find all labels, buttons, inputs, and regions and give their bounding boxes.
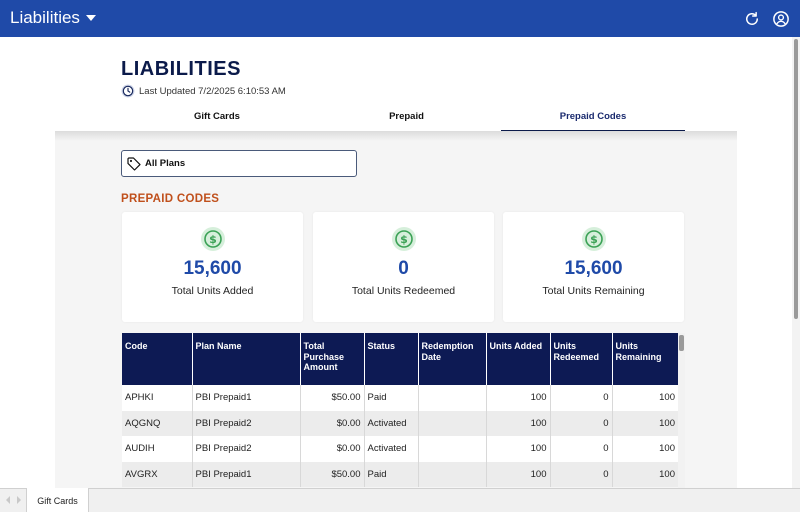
cell-plan-name: PBI Prepaid1 — [192, 385, 301, 411]
page-scrollbar-thumb[interactable] — [794, 39, 798, 319]
last-updated-text: Last Updated 7/2/2025 6:10:53 AM — [139, 85, 286, 97]
account-circle-icon[interactable] — [772, 10, 790, 28]
cell-units-redeemed: 0 — [550, 461, 613, 487]
cell-status: Activated — [364, 410, 419, 436]
cell-units-added: 100 — [486, 461, 551, 487]
dollar-circle-icon: $ — [201, 227, 225, 251]
prepaid-codes-table: Code Plan Name Total Purchase Amount Sta… — [122, 333, 678, 488]
cell-plan-name: PBI Prepaid2 — [192, 410, 301, 436]
tab-bar: Gift Cards Prepaid Prepaid Codes — [122, 106, 685, 132]
table-row[interactable]: AQGNQ PBI Prepaid2 $0.00 Activated 100 0… — [122, 410, 678, 436]
tab-gift-cards[interactable]: Gift Cards — [194, 111, 240, 122]
table-row[interactable]: AUDIH PBI Prepaid2 $0.00 Activated 100 0… — [122, 436, 678, 462]
cell-units-added: 100 — [486, 410, 551, 436]
refresh-icon[interactable] — [743, 10, 761, 28]
cell-code: AVGRX — [122, 461, 193, 487]
sheet-next-arrow-icon[interactable] — [17, 496, 21, 504]
cell-code: AQGNQ — [122, 410, 193, 436]
column-header-units-redeemed[interactable]: Units Redeemed — [550, 333, 613, 385]
cell-code: APHKI — [122, 385, 193, 411]
column-header-plan-name[interactable]: Plan Name — [192, 333, 301, 385]
cell-status: Paid — [364, 385, 419, 411]
app-title-dropdown[interactable]: Liabilities — [10, 8, 96, 28]
cell-units-redeemed: 0 — [550, 436, 613, 462]
svg-text:$: $ — [590, 233, 598, 246]
cell-plan-name: PBI Prepaid1 — [192, 461, 301, 487]
cell-plan-name: PBI Prepaid2 — [192, 436, 301, 462]
svg-text:$: $ — [209, 233, 217, 246]
dollar-circle-icon: $ — [582, 227, 606, 251]
cell-status: Paid — [364, 461, 419, 487]
plan-filter-label: All Plans — [145, 158, 186, 169]
summary-card-units-added: $ 15,600 Total Units Added — [122, 212, 303, 322]
sheet-tab-gift-cards[interactable]: Gift Cards — [26, 488, 89, 512]
tab-prepaid[interactable]: Prepaid — [389, 111, 424, 122]
plan-filter-select[interactable]: All Plans — [121, 150, 357, 177]
column-header-total-purchase-amount[interactable]: Total Purchase Amount — [300, 333, 365, 385]
svg-text:$: $ — [400, 233, 408, 246]
card-label: Total Units Redeemed — [351, 285, 456, 297]
cell-total-purchase-amount: $0.00 — [300, 436, 365, 462]
card-label: Total Units Remaining — [542, 285, 645, 297]
column-header-code[interactable]: Code — [122, 333, 193, 385]
tag-icon — [127, 156, 141, 171]
cell-status: Activated — [364, 436, 419, 462]
column-header-units-remaining[interactable]: Units Remaining — [612, 333, 678, 385]
cell-units-redeemed: 0 — [550, 385, 613, 411]
cell-redemption-date — [418, 436, 487, 462]
card-value: 15,600 — [564, 258, 623, 279]
cell-units-remaining: 100 — [612, 385, 678, 411]
cell-units-added: 100 — [486, 436, 551, 462]
cell-total-purchase-amount: $0.00 — [300, 410, 365, 436]
page-title: LIABILITIES — [121, 58, 241, 80]
sheet-prev-arrow-icon[interactable] — [6, 496, 10, 504]
table-scrollbar-thumb[interactable] — [679, 335, 684, 351]
page-scrollbar[interactable] — [792, 37, 800, 488]
cell-redemption-date — [418, 461, 487, 487]
clock-icon — [121, 84, 135, 98]
panel-shadow — [55, 131, 737, 141]
cell-total-purchase-amount: $50.00 — [300, 385, 365, 411]
column-header-units-added[interactable]: Units Added — [486, 333, 551, 385]
card-value: 15,600 — [183, 258, 242, 279]
cell-units-remaining: 100 — [612, 436, 678, 462]
dollar-circle-icon: $ — [392, 227, 416, 251]
tab-prepaid-codes[interactable]: Prepaid Codes — [501, 106, 685, 132]
cell-code: AUDIH — [122, 436, 193, 462]
table-scrollbar[interactable] — [678, 333, 685, 488]
sheet-tab-bar: Gift Cards — [0, 488, 800, 512]
summary-card-units-redeemed: $ 0 Total Units Redeemed — [313, 212, 494, 322]
card-value: 0 — [398, 258, 409, 279]
cell-units-redeemed: 0 — [550, 410, 613, 436]
caret-down-icon — [85, 15, 96, 21]
top-bar: Liabilities — [0, 0, 800, 37]
last-updated: Last Updated 7/2/2025 6:10:53 AM — [121, 84, 286, 98]
cell-redemption-date — [418, 410, 487, 436]
cell-units-added: 100 — [486, 385, 551, 411]
cell-units-remaining: 100 — [612, 410, 678, 436]
app-title-label: Liabilities — [10, 8, 80, 27]
card-label: Total Units Added — [171, 285, 254, 297]
cell-redemption-date — [418, 385, 487, 411]
table-row[interactable]: APHKI PBI Prepaid1 $50.00 Paid 100 0 100 — [122, 385, 678, 411]
cell-total-purchase-amount: $50.00 — [300, 461, 365, 487]
table-header-row: Code Plan Name Total Purchase Amount Sta… — [122, 333, 678, 385]
column-header-status[interactable]: Status — [364, 333, 419, 385]
column-header-redemption-date[interactable]: Redemption Date — [418, 333, 487, 385]
summary-card-units-remaining: $ 15,600 Total Units Remaining — [503, 212, 684, 322]
section-title: PREPAID CODES — [121, 193, 220, 205]
table-row[interactable]: AVGRX PBI Prepaid1 $50.00 Paid 100 0 100 — [122, 461, 678, 487]
cell-units-remaining: 100 — [612, 461, 678, 487]
